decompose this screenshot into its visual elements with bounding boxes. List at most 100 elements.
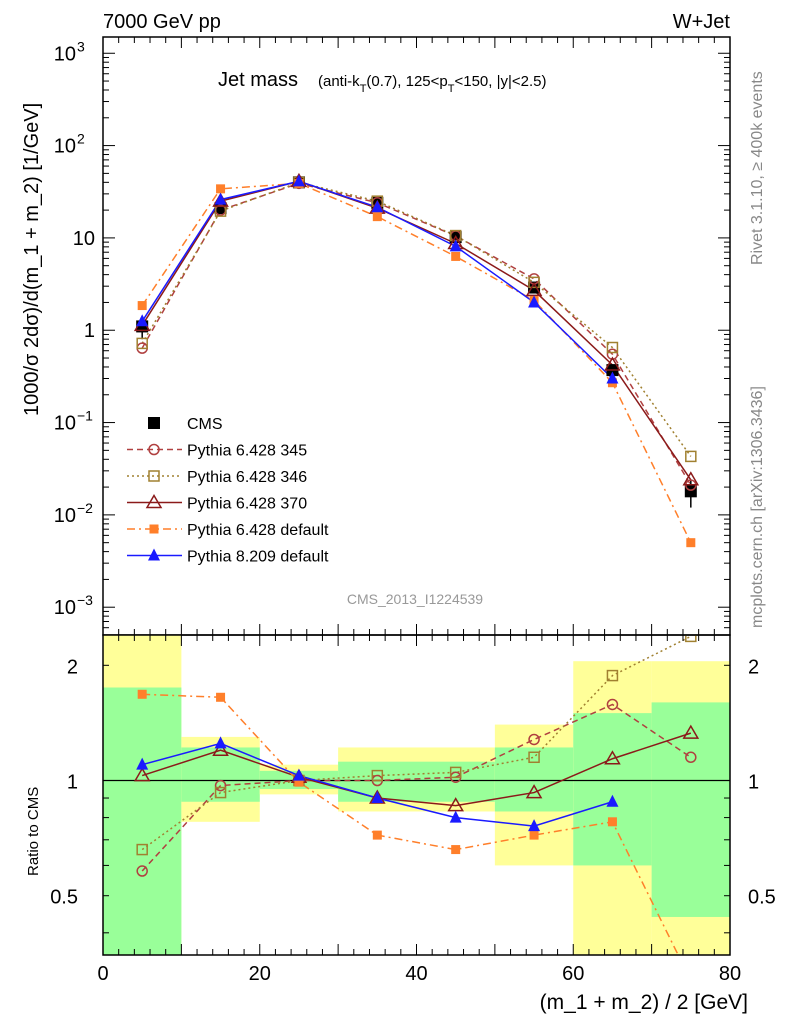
x-tick-label: 60 [562,963,584,985]
y-tick-label-exponent: −2 [77,500,93,516]
data-point [294,777,304,787]
data-point [685,751,697,764]
data-point [606,698,619,711]
data-point [604,750,621,765]
data-point [371,769,384,782]
data-point [606,794,619,807]
legend-marker [148,548,160,561]
data-point [529,830,539,840]
data-point [214,779,227,792]
data-point [525,784,543,799]
data-point [214,786,227,799]
series-group [133,172,700,548]
data-point [449,810,462,823]
y-tick-label-right: 0.5 [748,887,776,909]
data-point [449,766,462,779]
legend-marker [145,494,163,509]
data-point [137,301,147,311]
main-y-axis-label: 1000/σ 2dσ)/d(m_1 + m_2) [1/GeV] [21,103,43,416]
data-point [372,830,382,840]
x-tick-label: 0 [97,963,108,985]
data-point [216,692,226,702]
data-point [216,184,226,194]
uncertainty-band-green [103,687,182,955]
x-tick-label: 20 [249,963,271,985]
data-point [137,689,147,699]
data-point [449,239,462,252]
data-point [447,797,464,812]
data-point [607,817,617,827]
data-point [371,791,384,804]
y-tick-label: 0.5 [50,887,78,909]
x-tick-label: 40 [405,963,427,985]
data-point [528,819,541,832]
data-point [292,768,305,781]
data-point [214,202,227,215]
y-tick-label: 10 [73,228,95,250]
legend-label: Pythia 6.428 345 [187,443,307,460]
series-group [133,635,700,985]
y-tick-label-exponent: −3 [77,592,93,608]
y-tick-label: 2 [67,656,78,678]
data-point [292,174,305,187]
data-point [214,192,227,205]
data-point [214,736,227,749]
data-point [136,843,148,856]
chart-title-detail: (anti-kT(0.7), 125<pT<150, |y|<2.5) [318,73,547,95]
legend-marker [148,443,160,456]
ratio-y-axis-label: Ratio to CMS [25,787,42,876]
x-tick-label: 80 [719,963,741,985]
y-tick-label-right: 2 [748,656,759,678]
legend-label: Pythia 6.428 default [187,522,329,539]
series-line [141,182,692,544]
uncertainty-band-green [573,713,652,866]
series-line [141,635,692,851]
data-point [133,767,151,782]
data-point [528,295,541,308]
data-point [136,865,148,877]
data-point [682,471,700,486]
main-plot-frame [102,36,731,636]
data-point [682,724,700,739]
data-point [606,371,619,384]
y-tick-label: 10 [54,43,76,65]
data-point [372,212,382,222]
y-tick-label: 10 [54,136,76,158]
data-point [451,845,461,855]
data-point [451,251,461,261]
legend-marker [149,524,159,534]
legend-label: Pythia 8.209 default [187,549,329,566]
data-point [212,741,229,756]
data-point [685,450,697,463]
data-point [686,976,695,985]
y-tick-label: 1 [84,320,95,342]
chart-title: Jet mass [218,69,298,91]
y-tick-label: 10 [54,597,76,619]
legend-label: Pythia 6.428 346 [187,469,307,486]
data-point [525,281,543,297]
energy-label: 7000 GeV pp [103,11,221,33]
process-label: W+Jet [673,11,731,33]
series-line [142,693,680,955]
series-line [141,182,692,486]
series-line [141,180,692,481]
data-point [136,337,148,350]
legend-label: CMS [187,416,223,433]
series-line [141,732,692,807]
y-tick-label: 1 [67,772,78,794]
uncertainty-band-green [651,702,730,917]
data-point [136,757,149,770]
x-axis-label: (m_1 + m_2) / 2 [GeV] [540,991,748,1014]
series-line [141,181,692,457]
y-tick-label-exponent: −1 [77,408,93,424]
legend-label: Pythia 6.428 370 [187,496,307,513]
analysis-watermark: CMS_2013_I1224539 [347,591,483,607]
data-point [528,733,540,746]
y-tick-label-right: 1 [748,772,759,794]
mcplots-label: mcplots.cern.ch [arXiv:1306.3436] [749,386,766,628]
y-tick-label-exponent: 3 [77,38,85,54]
legend-marker [148,470,160,482]
data-point [528,276,540,289]
uncertainty-band-green [494,747,574,812]
